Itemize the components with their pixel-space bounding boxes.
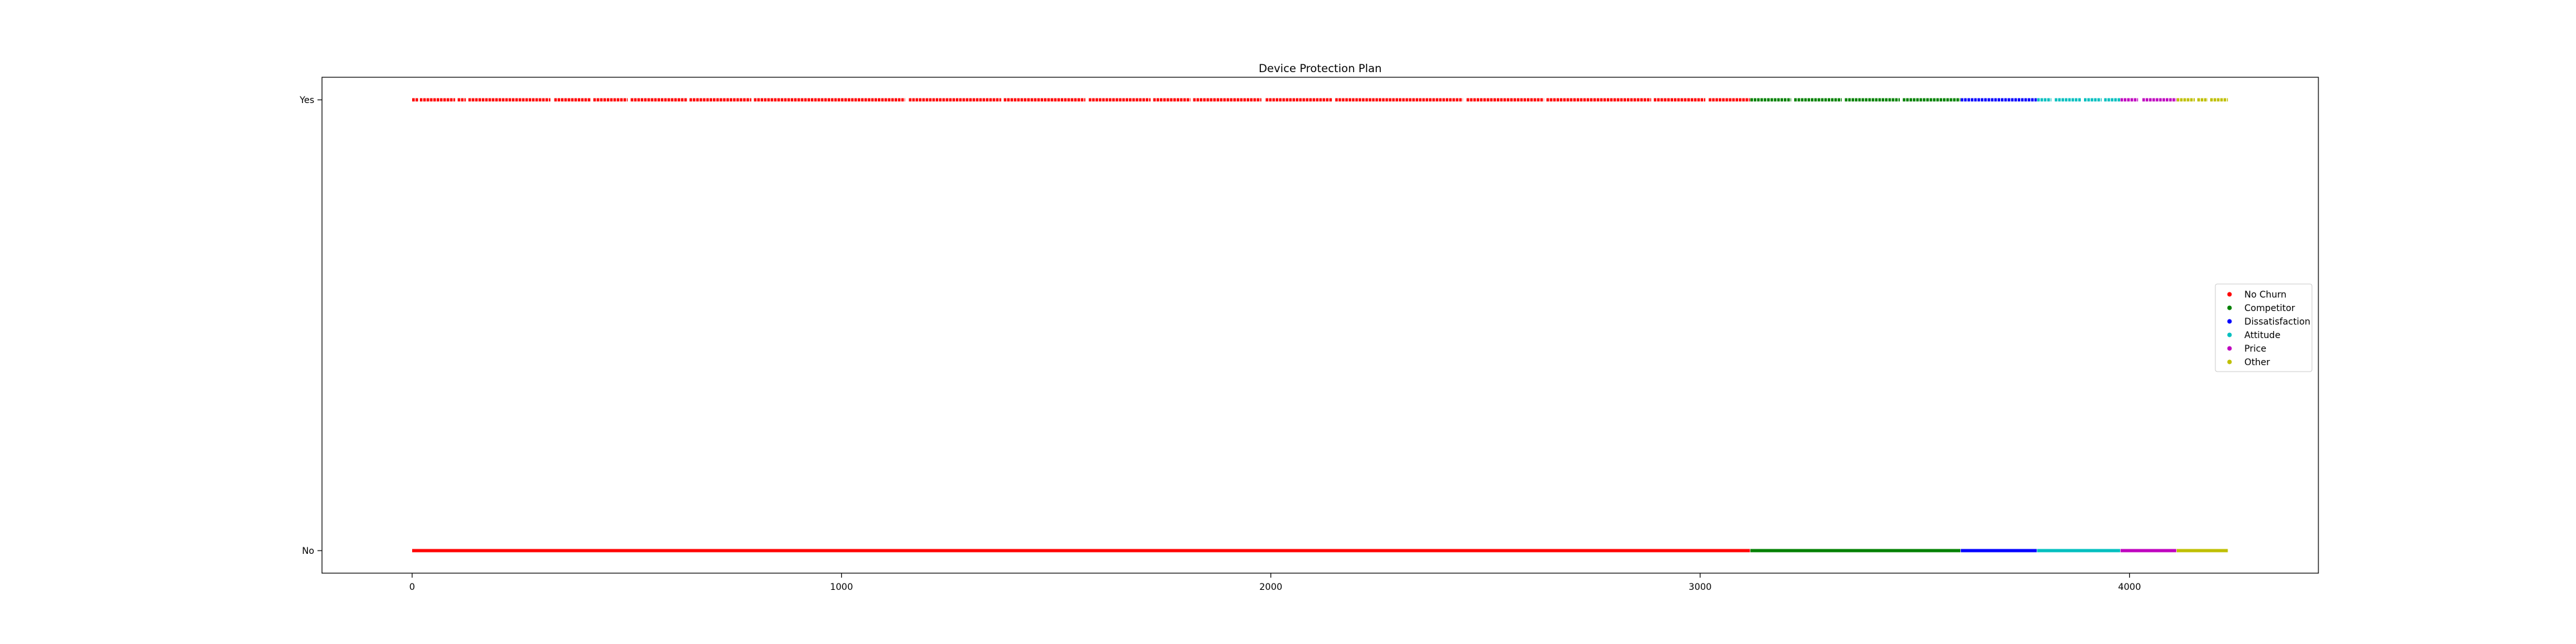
plot-area: 0 1000 2000 3000 4000 No Yes: [299, 77, 2319, 592]
legend-label-1: Competitor: [2244, 303, 2295, 314]
legend-marker-4: [2227, 346, 2232, 351]
x-tick-label-0: 0: [410, 582, 415, 592]
legend-marker-0: [2227, 292, 2232, 297]
legend-marker-2: [2227, 319, 2232, 324]
x-tick-label-2: 2000: [1260, 582, 1283, 592]
plot-frame: [321, 77, 2319, 574]
legend-label-4: Price: [2244, 344, 2266, 354]
x-tick-label-1: 1000: [830, 582, 853, 592]
legend-box: [2215, 283, 2313, 372]
y-tick-label-0: No: [302, 546, 314, 556]
legend-marker-1: [2227, 305, 2232, 310]
legend: No Churn Competitor Dissatisfaction Attitud…: [2215, 283, 2313, 372]
legend-label-5: Other: [2244, 357, 2270, 368]
legend-label-0: No Churn: [2244, 290, 2286, 300]
legend-label-2: Dissatisfaction: [2244, 317, 2311, 327]
chart-title: Device Protection Plan: [1258, 62, 1381, 75]
legend-label-3: Attitude: [2244, 330, 2280, 341]
x-tick-label-4: 4000: [2118, 582, 2141, 592]
x-tick-label-3: 3000: [1689, 582, 1712, 592]
legend-marker-3: [2227, 332, 2232, 337]
y-tick-label-1: Yes: [299, 95, 314, 106]
legend-marker-5: [2227, 359, 2232, 365]
